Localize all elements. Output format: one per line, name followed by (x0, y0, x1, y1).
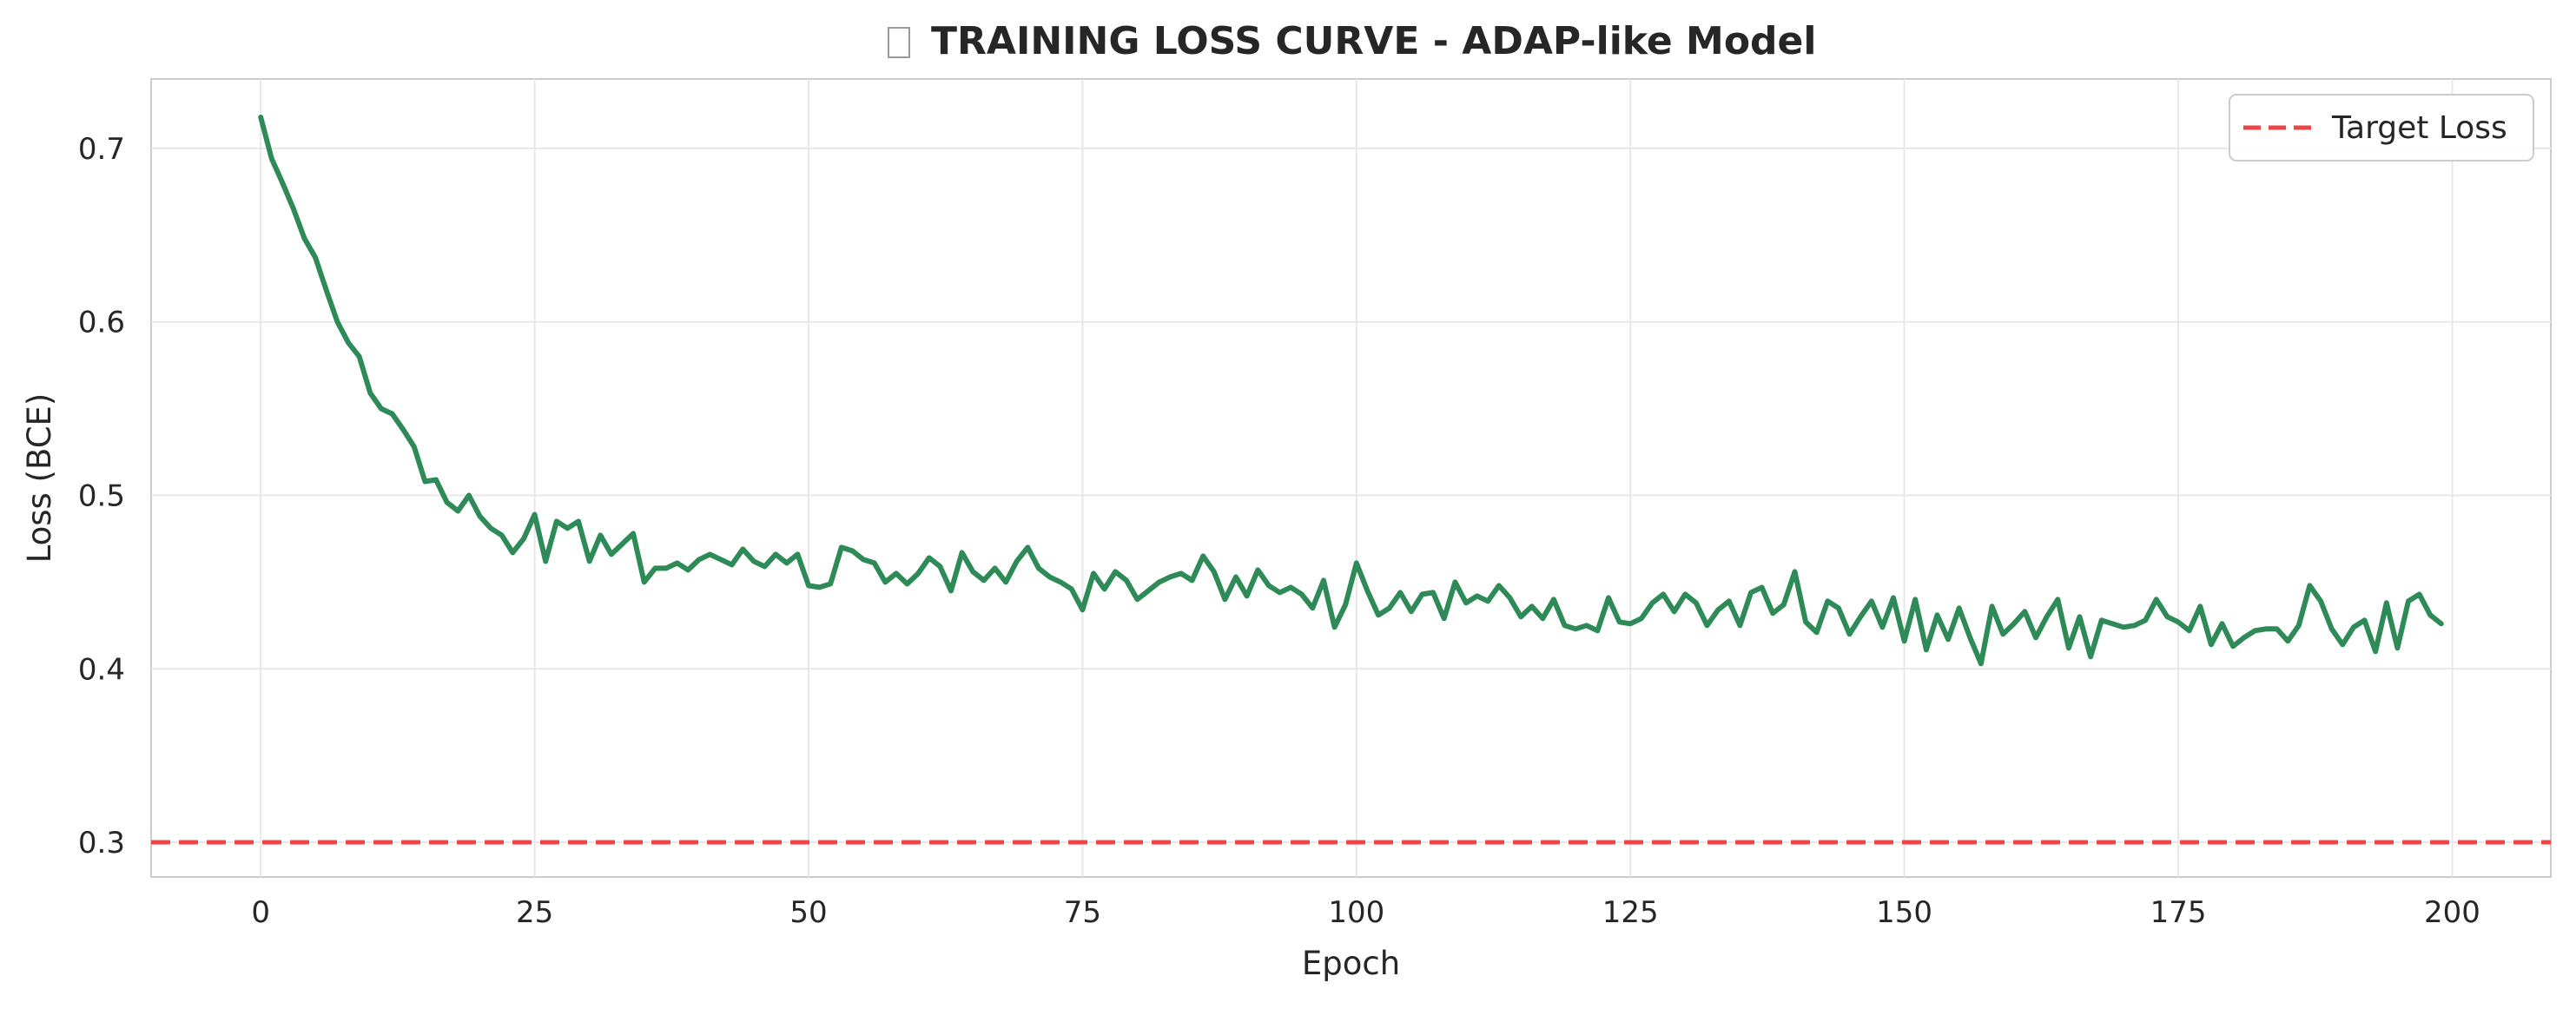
x-tick-label: 100 (1328, 895, 1384, 930)
axis-ticks: 0 25 50 75 100 125 150 175 200 0.3 0.4 0.5 0.6 0.7 (78, 132, 2480, 930)
plot-area (150, 78, 2552, 878)
legend-label-target-loss: Target Loss (2331, 110, 2507, 146)
title-glyph-box-icon (888, 27, 910, 58)
x-tick-label: 200 (2424, 895, 2480, 930)
x-tick-label: 0 (251, 895, 270, 930)
y-tick-label: 0.5 (78, 478, 125, 513)
legend-box (2229, 94, 2534, 162)
x-tick-label: 125 (1602, 895, 1659, 930)
x-tick-label: 175 (2150, 895, 2207, 930)
x-tick-label: 25 (516, 895, 553, 930)
y-tick-label: 0.6 (78, 306, 125, 340)
y-tick-label: 0.4 (78, 652, 125, 687)
chart-title: TRAINING LOSS CURVE - ADAP-like Model (888, 19, 1816, 63)
loss-series-line (258, 115, 2444, 667)
chart-title-text: TRAINING LOSS CURVE - ADAP-like Model (931, 19, 1816, 63)
x-tick-label: 50 (789, 895, 827, 930)
x-tick-label: 150 (1876, 895, 1932, 930)
y-tick-label: 0.3 (78, 826, 125, 861)
y-axis-label: Loss (BCE) (21, 393, 58, 564)
x-axis-label: Epoch (1302, 945, 1400, 982)
series-layer (151, 115, 2551, 845)
y-tick-label: 0.7 (78, 132, 125, 167)
x-tick-label: 75 (1064, 895, 1101, 930)
legend: Target Loss (2229, 94, 2534, 162)
